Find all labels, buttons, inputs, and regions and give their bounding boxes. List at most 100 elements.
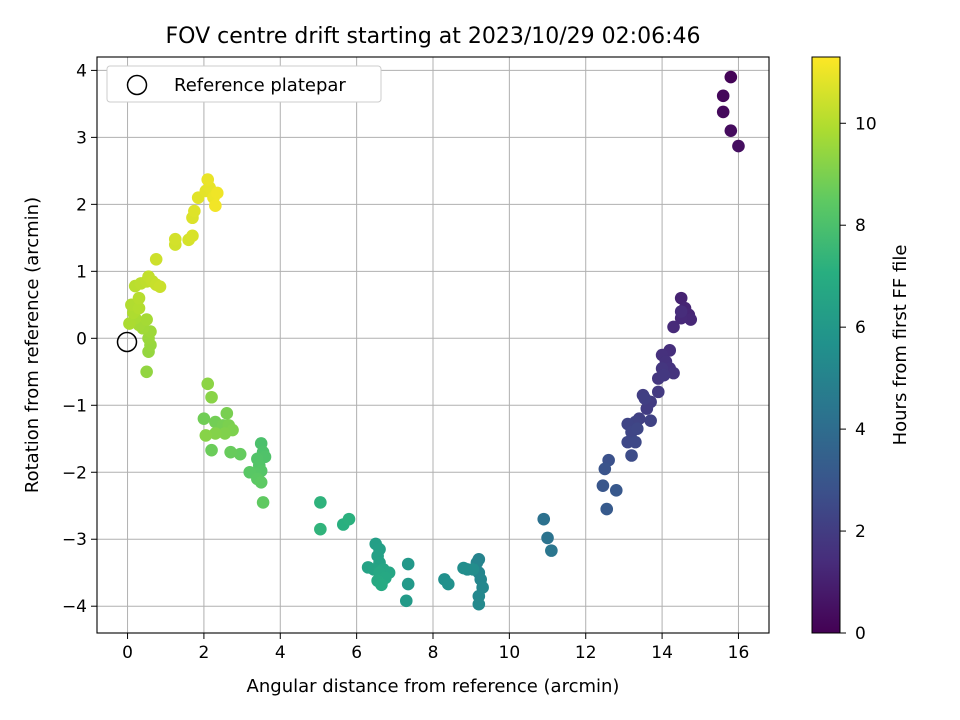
data-point — [375, 578, 388, 592]
data-point — [441, 577, 455, 591]
data-point — [600, 502, 614, 516]
y-tick-label: 0 — [76, 329, 87, 349]
data-point — [401, 577, 415, 591]
colorbar-tick-label: 10 — [855, 114, 877, 134]
colorbar-tick-label: 2 — [855, 522, 866, 542]
x-tick-label: 6 — [351, 643, 362, 663]
data-point — [132, 291, 146, 305]
data-point — [598, 462, 612, 476]
data-point — [401, 557, 415, 571]
x-tick-label: 12 — [575, 643, 597, 663]
data-point — [629, 435, 642, 449]
data-point — [186, 229, 199, 243]
x-tick-label: 16 — [728, 643, 750, 663]
data-point — [201, 377, 215, 391]
y-tick-label: −3 — [62, 530, 87, 550]
data-point — [168, 232, 182, 246]
data-point — [256, 496, 270, 509]
data-point — [724, 124, 738, 137]
data-point — [314, 522, 327, 536]
data-point — [153, 280, 167, 294]
data-point — [197, 412, 211, 425]
x-tick-label: 8 — [428, 643, 439, 663]
legend-box — [106, 65, 382, 103]
data-point — [254, 476, 268, 489]
data-point — [210, 186, 224, 200]
data-point — [188, 204, 201, 218]
data-point — [638, 392, 652, 405]
grid — [97, 57, 769, 633]
y-axis-ticks: −4 −3 −2 −1 0 1 2 3 4 — [62, 61, 97, 617]
colorbar-label: Hours from first FF file — [890, 245, 911, 446]
y-tick-label: −4 — [62, 597, 87, 617]
data-point — [472, 597, 486, 611]
data-point — [140, 313, 153, 326]
data-point — [684, 313, 698, 326]
legend-marker — [126, 74, 148, 96]
data-point — [596, 479, 610, 492]
colorbar-ticks: 0 2 4 6 8 10 — [840, 114, 877, 644]
data-point — [132, 301, 146, 315]
chart-title: FOV centre drift starting at 2023/10/29 … — [166, 24, 701, 49]
colorbar-tick-label: 0 — [855, 624, 866, 644]
colorbar-gradient — [811, 56, 841, 634]
data-point — [399, 594, 413, 608]
y-tick-label: −2 — [62, 463, 87, 483]
data-points — [123, 70, 745, 611]
legend-label: Reference platepar — [174, 75, 346, 96]
y-axis-label: Rotation from reference (arcmin) — [22, 197, 43, 493]
data-point — [205, 443, 218, 457]
x-axis-ticks: 0 2 4 6 8 10 12 14 16 — [122, 633, 749, 663]
data-point — [201, 173, 215, 186]
data-point — [667, 320, 680, 334]
x-tick-label: 14 — [651, 643, 673, 663]
x-tick-label: 4 — [275, 643, 286, 663]
y-tick-label: 2 — [76, 195, 87, 215]
data-point — [466, 563, 480, 576]
data-point — [657, 368, 671, 382]
data-point — [220, 407, 234, 420]
y-tick-label: 1 — [76, 262, 87, 282]
legend: Reference platepar — [106, 65, 382, 103]
data-point — [644, 414, 657, 427]
data-point — [314, 496, 327, 509]
x-tick-label: 10 — [499, 643, 521, 663]
data-point — [149, 252, 163, 266]
data-point — [716, 105, 730, 119]
data-point — [674, 305, 688, 318]
data-point — [537, 512, 551, 526]
data-point — [205, 390, 218, 404]
data-point — [609, 484, 623, 497]
data-point — [457, 561, 470, 575]
reference-marker — [116, 331, 138, 353]
data-point — [625, 449, 638, 462]
x-tick-label: 2 — [198, 643, 209, 663]
data-point — [140, 365, 153, 379]
data-point — [541, 531, 554, 545]
x-axis-label: Angular distance from reference (arcmin) — [247, 676, 620, 697]
data-point — [233, 447, 247, 461]
y-tick-label: 3 — [76, 128, 87, 148]
data-point — [732, 139, 745, 153]
x-tick-label: 0 — [122, 643, 133, 663]
colorbar-tick-label: 8 — [855, 216, 866, 236]
colorbar-tick-label: 4 — [855, 420, 866, 440]
data-point — [651, 385, 665, 399]
data-point — [667, 366, 680, 380]
data-point — [209, 199, 222, 212]
data-point — [199, 429, 213, 442]
data-point — [224, 445, 237, 459]
data-point — [674, 291, 688, 305]
colorbar: 0 2 4 6 8 10 Hours from first FF file — [811, 56, 911, 644]
data-point — [209, 427, 222, 440]
y-tick-label: −1 — [62, 396, 87, 416]
y-tick-label: 4 — [76, 61, 87, 81]
colorbar-tick-label: 6 — [855, 318, 866, 338]
data-point — [716, 89, 730, 103]
data-point — [342, 512, 356, 526]
data-point — [640, 402, 654, 415]
data-point — [630, 422, 644, 436]
data-point — [123, 317, 136, 330]
data-point — [218, 427, 232, 440]
